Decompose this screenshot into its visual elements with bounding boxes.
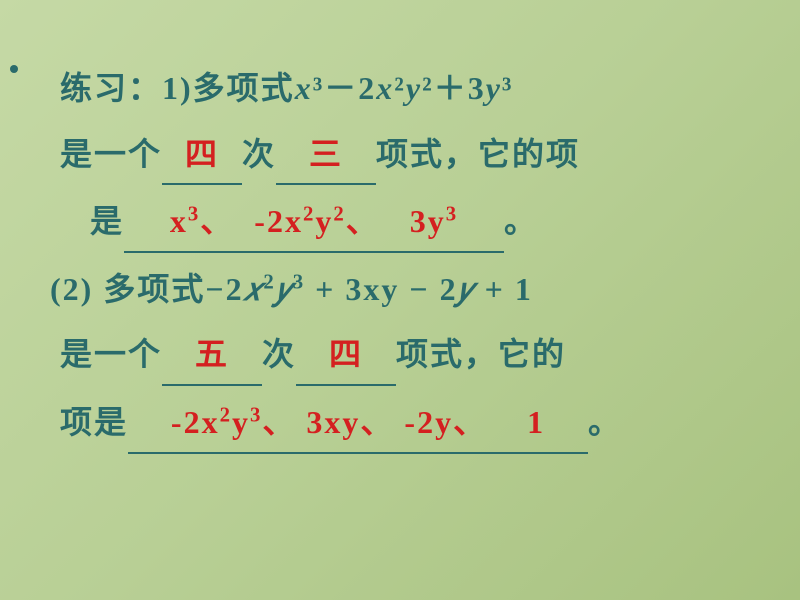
q2s1: 、 (262, 404, 296, 440)
q1-t2b2: y (406, 70, 422, 106)
q1-t2e1: ² (394, 70, 406, 106)
q2-line3: 项是-2x2y3、 3xy、 -2y、 1。 (30, 394, 770, 454)
q1-blank-terms: x3、 -2x2y2、 3y3 (124, 193, 504, 253)
q2y2: 𝑦 (458, 271, 475, 307)
q2p1: −2 (205, 271, 243, 307)
q1-terms: x3、 -2x2y2、 3y3 (170, 203, 458, 239)
q2t4: 1 (527, 404, 545, 440)
q1-l2a: 是一个 (60, 136, 162, 172)
q2-l3end: 。 (588, 404, 622, 440)
q1s2: 、 (346, 203, 380, 239)
q2e3: 3 (293, 270, 305, 293)
q2-l2b: 次 (262, 336, 296, 372)
q1-ans-count: 三 (309, 136, 343, 172)
q2t1e2: 3 (250, 403, 262, 426)
bullet-point (10, 65, 18, 73)
q1-blank-count: 三 (276, 126, 376, 186)
q2-line2: 是一个五次四项式，它的 (30, 326, 770, 386)
q1-t3c: 3 (468, 70, 486, 106)
q1s1: 、 (200, 203, 234, 239)
q1t2e2: 2 (333, 203, 345, 226)
q2e2: 2 (263, 270, 275, 293)
q1t3c: 3y (410, 203, 446, 239)
q2t1e1: 2 (220, 403, 232, 426)
q2-blank-terms: -2x2y3、 3xy、 -2y、 1 (128, 394, 588, 454)
q2-poly: −2𝑥2𝑦3 + 3xy − 2𝑦 + 1 (205, 271, 532, 307)
q1-op1: － (324, 70, 358, 106)
q2s2: 、 (360, 404, 394, 440)
q2-line1: (2) 多项式−2𝑥2𝑦3 + 3xy − 2𝑦 + 1 (30, 261, 770, 319)
q2t3: -2y (404, 404, 453, 440)
q1-ans-degree: 四 (185, 136, 219, 172)
q1-l3end: 。 (504, 203, 538, 239)
q2-ans-count: 四 (329, 336, 363, 372)
q2plus: + 3xy − 2 (305, 271, 457, 307)
q1-t3b: y (486, 70, 502, 106)
q2-prefix: 多项式 (103, 271, 205, 307)
q1-line2: 是一个四次三项式，它的项 (30, 126, 770, 186)
q1-prefix: 多项式 (193, 70, 295, 106)
q2-num: (2) (50, 271, 93, 307)
q2-l3a: 项是 (60, 404, 128, 440)
q1t1: x (170, 203, 188, 239)
q2t1b2: y (232, 404, 250, 440)
q2-l2c: 项式，它的 (396, 336, 566, 372)
q1-t2b1: x (376, 70, 394, 106)
q1t2e1: 2 (303, 203, 315, 226)
q1t1e: 3 (188, 203, 200, 226)
q2-terms: -2x2y3、 3xy、 -2y、 1 (171, 404, 545, 440)
q1-l2b: 次 (242, 136, 276, 172)
q1-op2: ＋ (434, 70, 468, 106)
q1-num: 1) (162, 70, 193, 106)
q2end: + 1 (475, 271, 533, 307)
q2-blank-count: 四 (296, 326, 396, 386)
q1-blank-degree: 四 (162, 126, 242, 186)
q2-ans-degree: 五 (195, 336, 229, 372)
q2t1: -2x (171, 404, 220, 440)
q2-l2a: 是一个 (60, 336, 162, 372)
slide-content: 练习：1)多项式x³－2x²y²＋3y³ 是一个四次三项式，它的项 是x3、 -… (0, 0, 800, 492)
q1-t2c: 2 (358, 70, 376, 106)
q1t2c: -2x (254, 203, 303, 239)
q2-blank-degree: 五 (162, 326, 262, 386)
q2y: 𝑦 (276, 271, 293, 307)
q1-poly-t1b: x (295, 70, 313, 106)
q1t2b2: y (315, 203, 333, 239)
q1-poly-t1e: ³ (313, 70, 325, 106)
q1-l2c: 项式，它的项 (376, 136, 580, 172)
exercise-label: 练习： (60, 70, 162, 106)
q1t3e: 3 (446, 203, 458, 226)
q1-l3a: 是 (90, 203, 124, 239)
q1-t2e2: ² (422, 70, 434, 106)
q1-t3e: ³ (502, 70, 514, 106)
q2t2: 3xy (306, 404, 360, 440)
q1-line3: 是x3、 -2x2y2、 3y3。 (30, 193, 770, 253)
q2s3: 、 (453, 404, 487, 440)
q1-line1: 练习：1)多项式x³－2x²y²＋3y³ (30, 60, 770, 118)
q2x: 𝑥 (244, 271, 264, 307)
